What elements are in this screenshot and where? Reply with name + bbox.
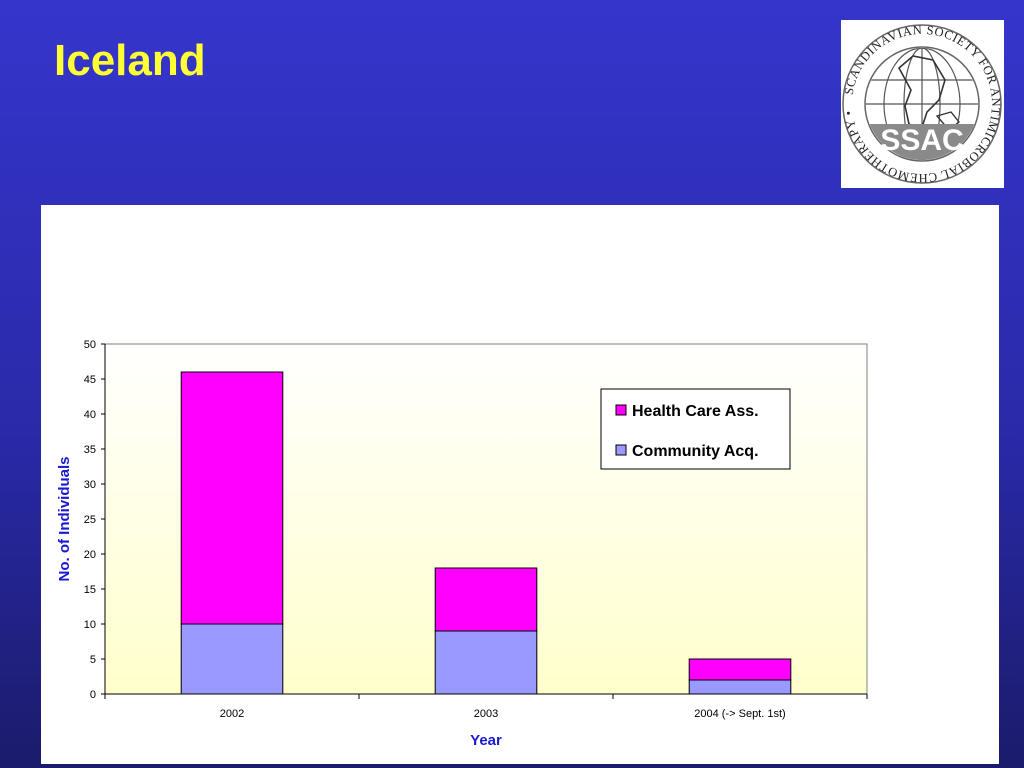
legend: Health Care Ass. Community Acq. (600, 388, 791, 470)
legend-box (600, 388, 791, 470)
ssac-logo: SSAC SCANDINAVIAN SOCIETY FOR ANTIMICROB… (841, 20, 1004, 188)
y-tick-label: 30 (84, 479, 96, 491)
y-tick-label: 45 (84, 374, 96, 386)
chart-panel: 0 5 10 15 20 25 30 35 40 45 50 2002 2003 2004 (-> Se… (41, 205, 999, 764)
y-tick-label: 20 (84, 549, 96, 561)
y-tick-label: 0 (90, 689, 96, 701)
y-axis-title: No. of Individuals (56, 456, 73, 581)
bar-community-acq-1 (434, 630, 538, 695)
bar-health-care-ass-0 (180, 371, 284, 625)
legend-label: Community Acq. (632, 443, 759, 460)
y-tick-label: 25 (84, 514, 96, 526)
legend-label: Health Care Ass. (632, 403, 759, 420)
x-tick-label: 2002 (220, 708, 244, 720)
y-tick-label: 5 (90, 654, 96, 666)
legend-swatch (615, 444, 627, 456)
bar-community-acq-2 (688, 679, 792, 695)
bar-health-care-ass-1 (434, 567, 538, 632)
y-tick-label: 50 (84, 339, 96, 351)
x-tick-label: 2004 (-> Sept. 1st) (694, 708, 785, 720)
y-tick-label: 35 (84, 444, 96, 456)
logo-abbrev: SSAC (880, 124, 963, 157)
bar-health-care-ass-2 (688, 658, 792, 681)
y-tick-label: 10 (84, 619, 96, 631)
bar-community-acq-0 (180, 623, 284, 695)
x-tick-label: 2003 (474, 708, 498, 720)
bar-chart: 0 5 10 15 20 25 30 35 40 45 50 2002 2003 2004 (-> Se… (56, 339, 868, 749)
x-axis: 2002 2003 2004 (-> Sept. 1st) (104, 693, 868, 720)
y-tick-label: 15 (84, 584, 96, 596)
y-tick-label: 40 (84, 409, 96, 421)
y-axis: 0 5 10 15 20 25 30 35 40 45 50 (84, 339, 106, 701)
slide-title: Iceland (54, 36, 206, 85)
bars-group (180, 371, 792, 695)
x-axis-title: Year (470, 732, 502, 749)
legend-swatch (615, 404, 627, 416)
